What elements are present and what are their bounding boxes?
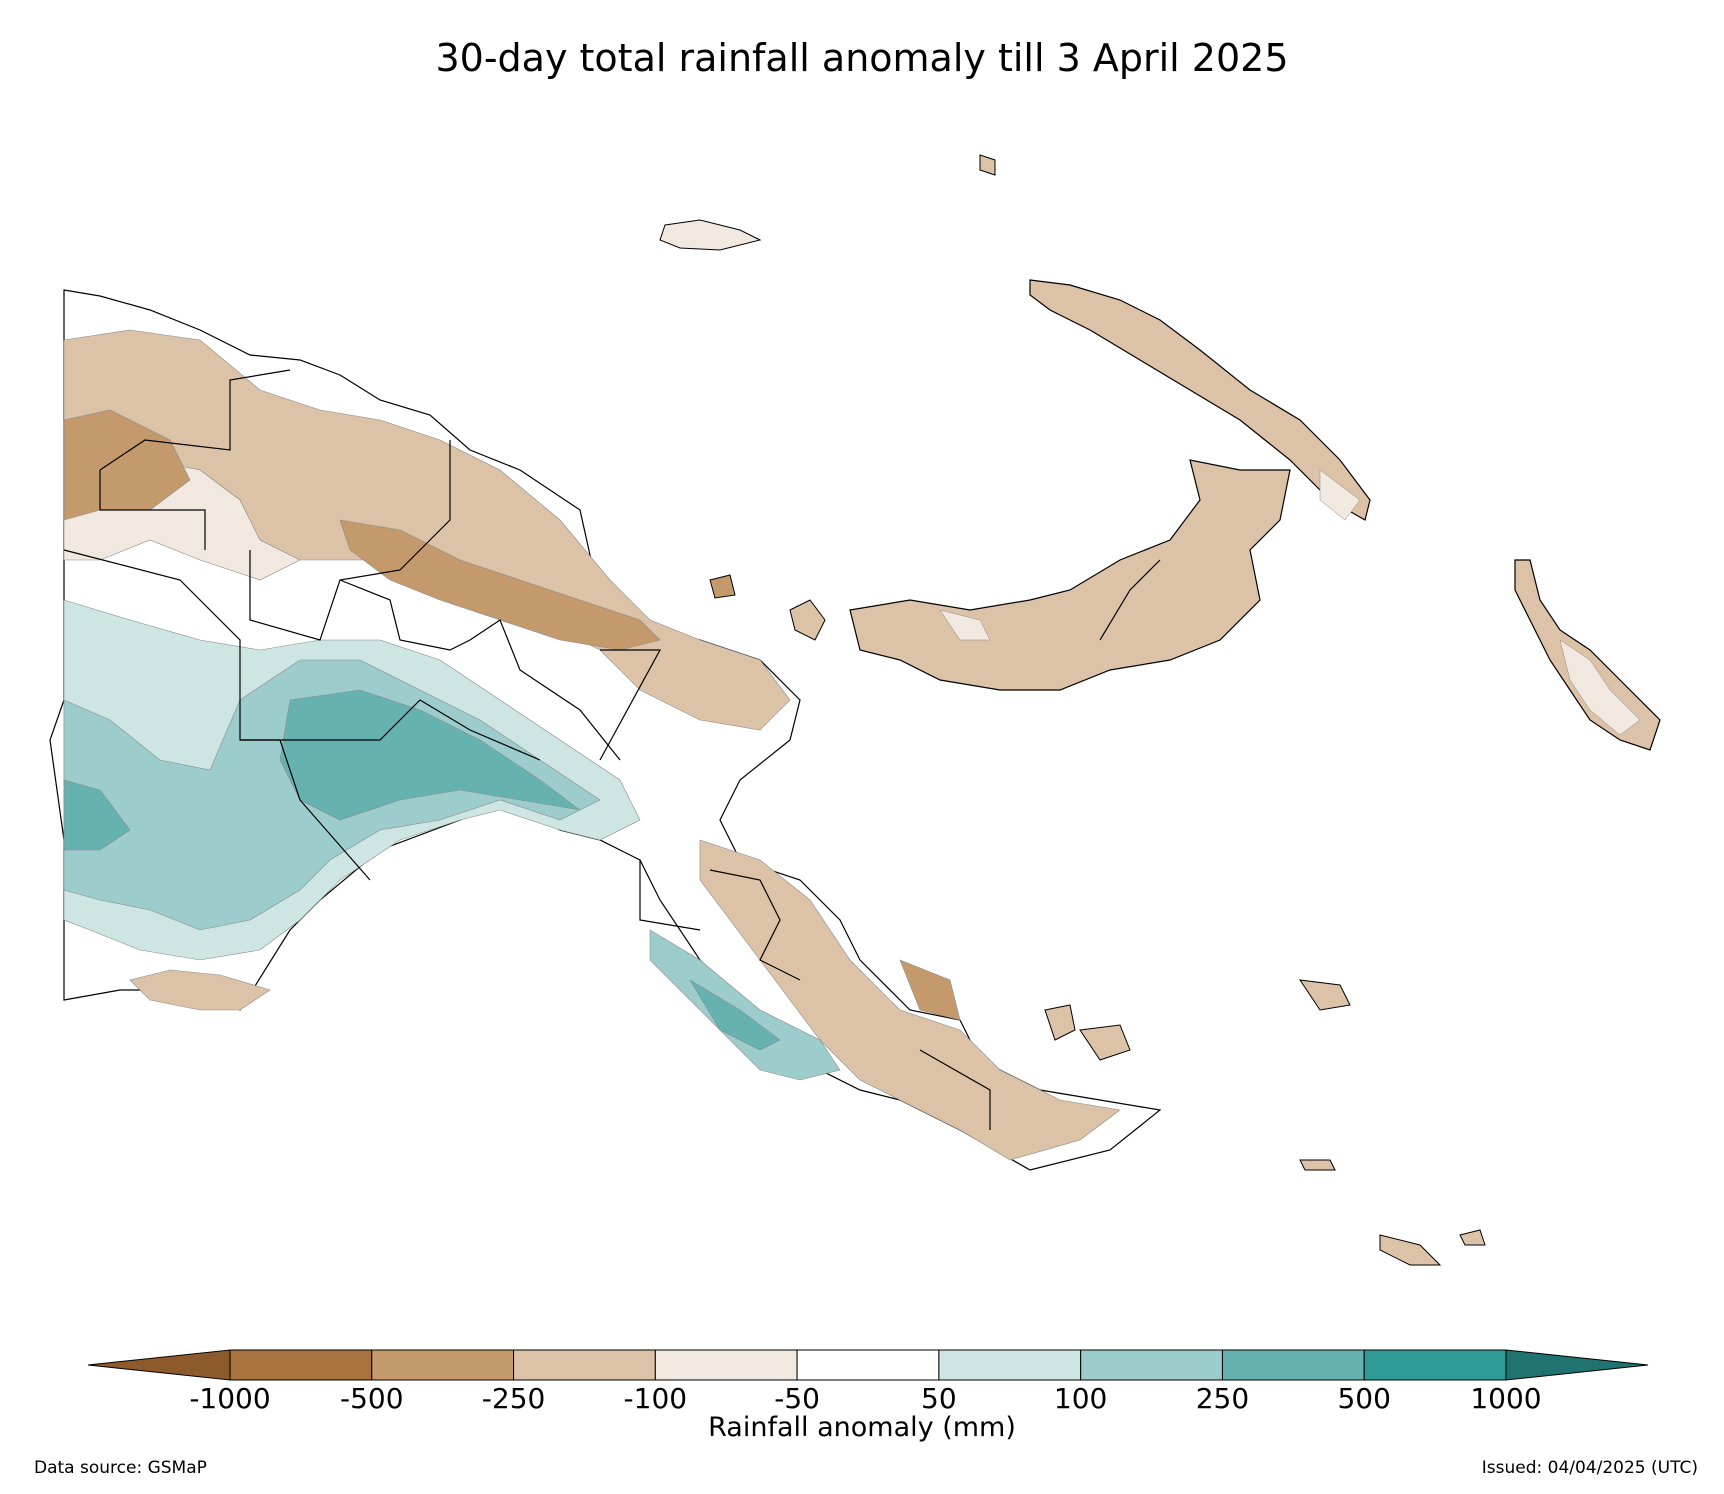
anomaly-strong-dry-east-tail bbox=[899, 959, 961, 1021]
anomaly-wet-southeast bbox=[649, 929, 841, 1081]
colorbar-tick-label: 100 bbox=[1053, 1382, 1108, 1415]
colorbar-tick-label: -100 bbox=[623, 1382, 688, 1415]
northern-atoll-1 bbox=[979, 154, 996, 176]
colorbar-tick-label: 500 bbox=[1337, 1382, 1391, 1415]
new-ireland-island bbox=[1029, 279, 1371, 521]
anomaly-strong-dry-west bbox=[63, 409, 191, 521]
rainfall-anomaly-map bbox=[49, 154, 1661, 1266]
colorbar-segment bbox=[371, 1349, 515, 1381]
anomaly-very-wet-west bbox=[63, 779, 131, 851]
new-britain-west-islet bbox=[789, 599, 826, 641]
data-source-note: Data source: GSMaP bbox=[34, 1458, 207, 1478]
colorbar-segment bbox=[938, 1349, 1082, 1381]
issued-date-note: Issued: 04/04/2025 (UTC) bbox=[1481, 1458, 1698, 1478]
new-britain-slightly-dry bbox=[939, 609, 991, 641]
sudest-island bbox=[1299, 1159, 1336, 1171]
new-ireland-tip-dry bbox=[1319, 469, 1361, 521]
colorbar-extend-low bbox=[87, 1349, 231, 1381]
colorbar-tick-label: -1000 bbox=[189, 1382, 271, 1415]
anomaly-dry-east-tail bbox=[699, 839, 1121, 1161]
northern-atoll-2 bbox=[1459, 1229, 1486, 1246]
anomaly-strong-dry-north bbox=[339, 519, 661, 651]
milne-bay-island-2 bbox=[1079, 1024, 1131, 1061]
colorbar-segment bbox=[1080, 1349, 1223, 1381]
milne-bay-island-1 bbox=[1044, 1004, 1076, 1041]
colorbar-tick-label: 250 bbox=[1195, 1382, 1250, 1415]
anomaly-dry-south-tip bbox=[129, 969, 271, 1011]
province-borders bbox=[63, 369, 991, 1130]
colorbar-label: Rainfall anomaly (mm) bbox=[708, 1412, 1016, 1443]
milne-bay-island-3 bbox=[1298, 979, 1351, 1011]
colorbar-tick-label: -50 bbox=[774, 1382, 820, 1415]
new-britain-border bbox=[1099, 559, 1161, 641]
map-title: 30-day total rainfall anomaly till 3 Apr… bbox=[435, 36, 1289, 80]
bougainville-slightly-dry bbox=[1559, 639, 1641, 736]
colorbar-tick-label: -250 bbox=[481, 1382, 546, 1415]
colorbar-tick-label: 1000 bbox=[1470, 1382, 1542, 1415]
colorbar-tick-label: 50 bbox=[921, 1382, 957, 1415]
umboi-islet bbox=[709, 574, 736, 599]
colorbar-segment bbox=[229, 1349, 373, 1381]
manus-island bbox=[659, 219, 762, 251]
anomaly-very-wet-southeast bbox=[689, 979, 781, 1051]
bougainville-island bbox=[1514, 559, 1661, 751]
colorbar-extend-high bbox=[1505, 1349, 1649, 1381]
colorbar-tick-label: -500 bbox=[339, 1382, 404, 1415]
colorbar-segment bbox=[796, 1349, 940, 1381]
colorbar-segment bbox=[513, 1349, 656, 1381]
colorbar-segment bbox=[1363, 1349, 1507, 1381]
colorbar-segment bbox=[1221, 1349, 1365, 1381]
rossel-island bbox=[1379, 1234, 1442, 1266]
colorbar-segment bbox=[654, 1349, 798, 1381]
